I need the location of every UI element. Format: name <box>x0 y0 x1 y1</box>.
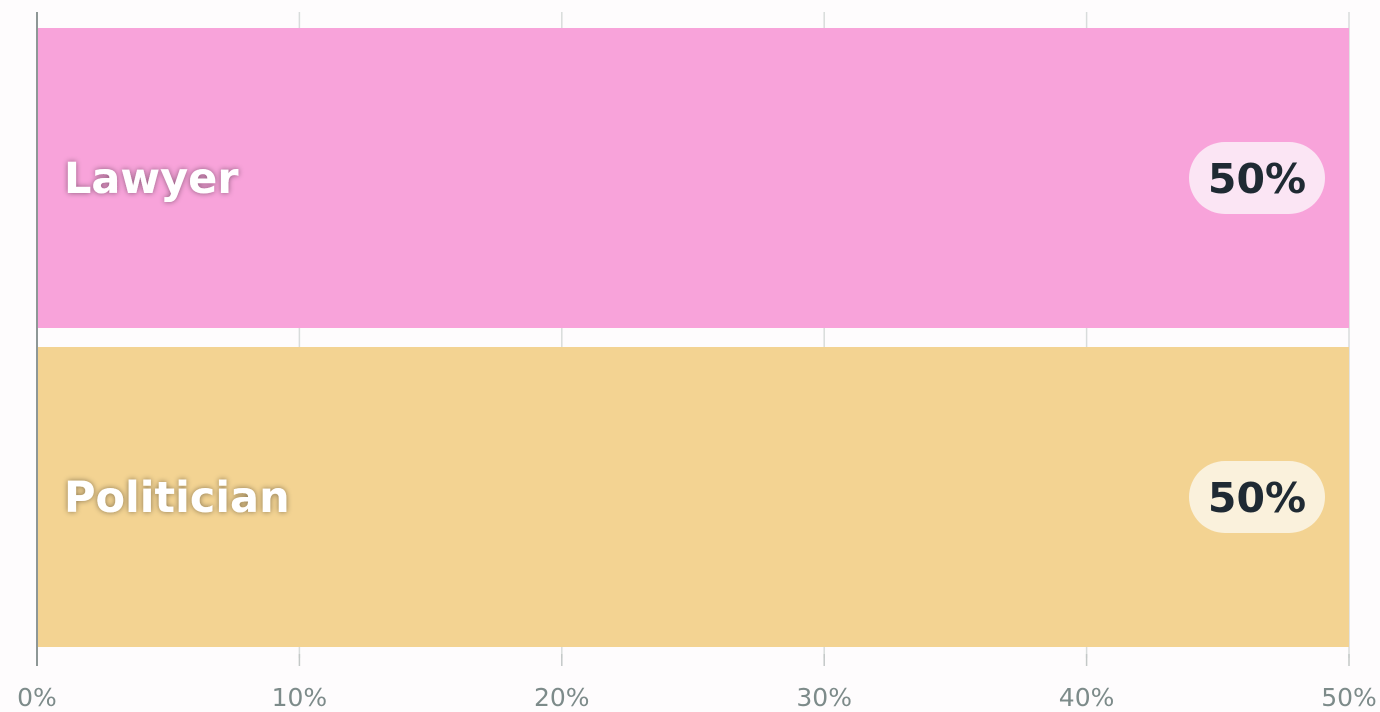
x-axis: 0% 10% 20% 30% 40% 50% <box>17 12 1377 712</box>
x-tick-label: 50% <box>1321 683 1377 712</box>
x-tick-label: 10% <box>272 683 328 712</box>
value-badge <box>1189 461 1325 533</box>
category-label: Lawyer <box>64 154 239 204</box>
x-tick-label: 0% <box>17 683 57 712</box>
bar-politician <box>37 347 1349 647</box>
x-tick-label: 30% <box>796 683 852 712</box>
value-badge <box>1189 142 1325 214</box>
category-label: Politician <box>64 473 290 523</box>
x-tick-label: 20% <box>534 683 590 712</box>
bars: Lawyer 50% Politician 50% <box>37 28 1349 647</box>
data-label: 50% <box>1208 474 1306 522</box>
x-tick-label: 40% <box>1059 683 1115 712</box>
bar-lawyer <box>37 28 1349 328</box>
data-label: 50% <box>1208 155 1306 203</box>
